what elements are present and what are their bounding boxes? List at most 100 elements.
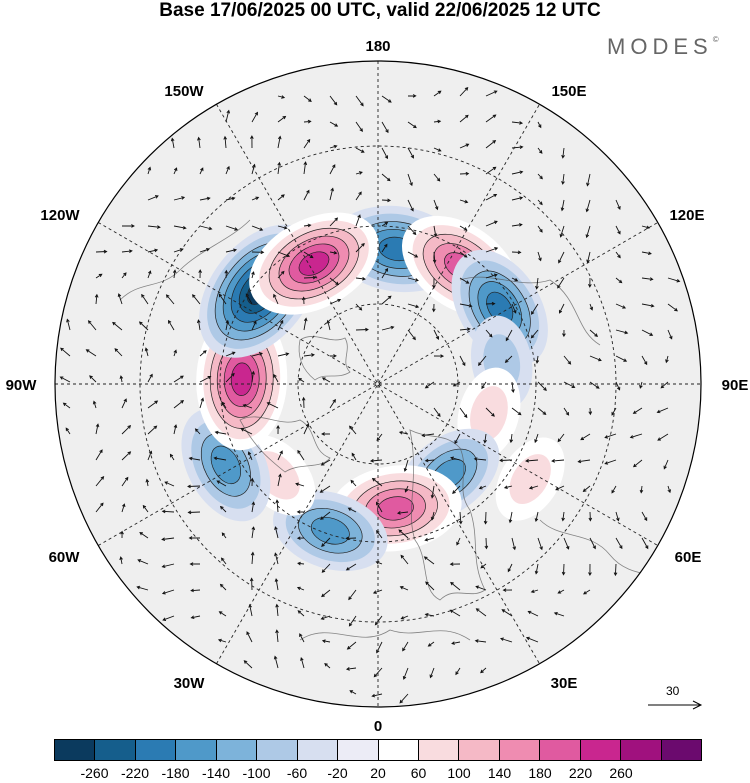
wind-vector — [173, 196, 186, 201]
wind-vector — [511, 223, 523, 227]
wind-vector — [319, 485, 331, 493]
wind-vector — [320, 615, 331, 620]
wind-vector — [274, 578, 279, 591]
wind-vector — [225, 351, 236, 357]
wind-vector — [351, 452, 357, 461]
wind-vector — [251, 196, 260, 201]
wind-vector — [530, 329, 539, 339]
wind-vector — [485, 301, 496, 306]
wind-vector — [511, 170, 524, 175]
wind-vector — [60, 347, 71, 357]
wind-vector — [303, 119, 312, 124]
wind-vector — [349, 690, 357, 695]
wind-vector — [369, 458, 383, 463]
wind-vector — [274, 552, 279, 565]
wind-vector — [589, 381, 600, 389]
wind-vector — [511, 145, 524, 149]
wind-vector — [588, 277, 592, 288]
wind-vector — [459, 143, 470, 149]
wind-vector — [161, 509, 175, 514]
wind-vector — [298, 377, 305, 383]
wind-vector — [483, 433, 487, 444]
wind-vector — [187, 510, 201, 515]
wind-vector — [588, 407, 593, 416]
wind-vector — [663, 459, 669, 470]
wind-vector — [478, 355, 487, 366]
colorbar-swatch — [55, 740, 96, 760]
wind-vector — [297, 561, 305, 566]
wind-vector — [138, 321, 149, 331]
wind-vector — [161, 563, 175, 569]
wind-vector — [433, 354, 445, 358]
wind-vector — [615, 225, 621, 235]
wind-vector — [273, 293, 279, 305]
wind-vector — [198, 269, 202, 279]
wind-vector — [580, 433, 591, 441]
wind-vector — [484, 537, 489, 550]
wind-vector — [641, 277, 654, 281]
wind-vector — [277, 95, 286, 99]
wind-vector — [537, 381, 547, 391]
wind-vector — [407, 329, 416, 341]
colorbar-swatch — [378, 740, 419, 760]
wind-vector — [557, 277, 565, 289]
wind-vector — [225, 372, 235, 383]
wind-vector — [433, 407, 441, 417]
wind-vector — [277, 352, 290, 357]
wind-vector — [324, 662, 331, 669]
wind-vector — [165, 294, 175, 305]
wind-vector — [221, 401, 227, 409]
colorbar-swatch — [135, 740, 177, 760]
wind-vector — [641, 511, 648, 522]
wind-vector — [459, 277, 470, 284]
wind-vector — [277, 473, 282, 487]
wind-vector — [427, 641, 435, 647]
colorbar-labels: -260 -220 -180 -140 -100 -60 -20 20 60 100 140 180 2… — [54, 765, 702, 783]
wind-vector — [121, 476, 129, 487]
wind-vector — [246, 631, 253, 643]
wind-vector — [249, 577, 254, 591]
wind-vector — [170, 137, 175, 149]
wind-vector — [535, 355, 540, 364]
wind-vector — [329, 217, 339, 227]
wind-vector — [277, 270, 285, 279]
wind-vector — [189, 562, 200, 566]
wind-vector — [251, 111, 258, 123]
wind-vector — [218, 293, 227, 305]
wind-vector — [459, 407, 468, 419]
wind-vector — [507, 563, 513, 573]
wind-vector — [615, 251, 621, 259]
wind-vector — [632, 407, 643, 414]
wind-vector — [563, 381, 576, 388]
wind-vector — [558, 303, 565, 314]
wind-vector — [147, 373, 153, 383]
wind-vector — [381, 267, 389, 279]
wind-vector — [425, 581, 435, 591]
wind-vector — [121, 503, 126, 513]
wind-vector — [355, 242, 365, 253]
wind-vector — [432, 251, 437, 264]
wind-vector — [407, 173, 413, 187]
wind-vector — [277, 225, 288, 230]
wind-vector — [555, 485, 565, 491]
anomaly-contour — [310, 516, 350, 545]
wind-vector — [273, 655, 279, 669]
colorbar-tick-label: -180 — [161, 765, 190, 781]
wind-vector — [329, 121, 339, 127]
colorbar-swatch — [621, 740, 662, 760]
lon-label-150w: 150W — [164, 83, 204, 100]
wind-vector — [563, 355, 572, 365]
wind-vector — [604, 459, 617, 465]
wind-vector — [615, 355, 628, 362]
wind-vector — [641, 329, 654, 336]
wind-vector — [396, 511, 409, 515]
wind-vector — [381, 198, 392, 203]
wind-vector — [188, 536, 200, 540]
wind-vector — [557, 433, 565, 443]
wind-vector — [320, 511, 331, 520]
wind-vector — [577, 459, 591, 464]
wind-vector — [119, 556, 123, 565]
wind-vector — [478, 485, 487, 490]
wind-vector — [424, 381, 435, 389]
wind-vector — [402, 641, 409, 652]
